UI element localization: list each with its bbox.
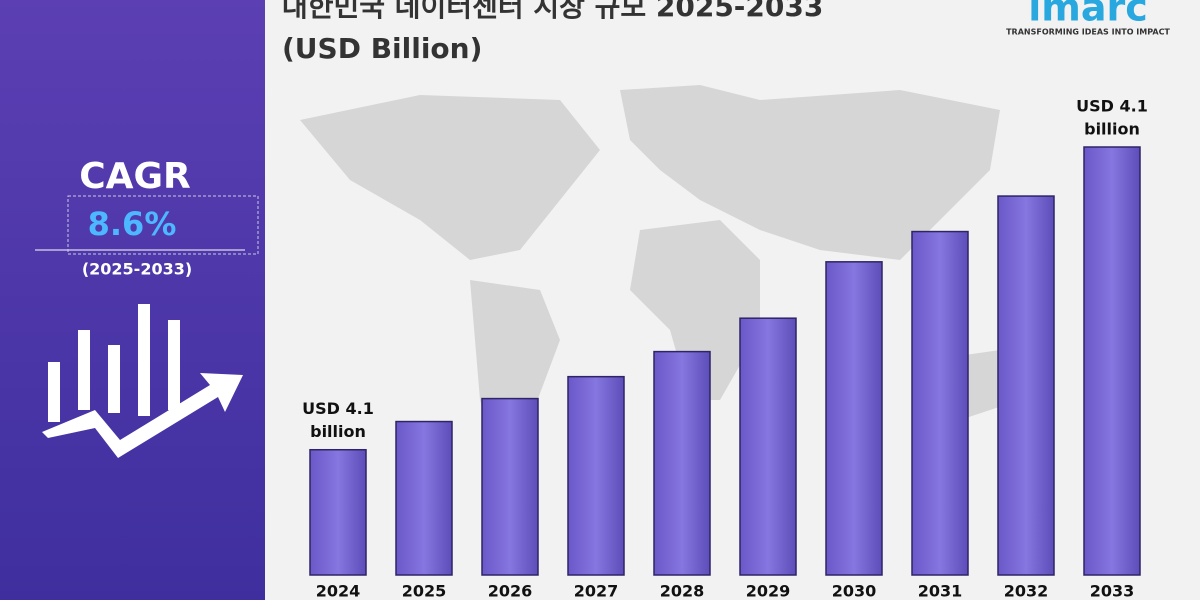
x-tick-label: 2026 [488, 582, 533, 601]
annotation: billion [1084, 120, 1140, 139]
chart-subtitle: (USD Billion) [282, 32, 482, 65]
bar [481, 397, 539, 576]
growth-icon [42, 304, 243, 458]
brand-tagline: TRANSFORMING IDEAS INTO IMPACT [1006, 28, 1170, 37]
bar [911, 230, 969, 576]
x-tick-label: 2033 [1090, 582, 1135, 601]
annotation: billion [310, 422, 366, 441]
x-tick-label: 2030 [832, 582, 877, 601]
selection-box [67, 195, 259, 255]
cagr-period: (2025-2033) [82, 260, 192, 279]
bar [825, 261, 883, 576]
side-panel [0, 0, 265, 600]
brand-logo: imarc [1028, 0, 1148, 30]
bar [309, 448, 367, 576]
x-tick-label: 2032 [1004, 582, 1049, 601]
bar [1083, 146, 1141, 576]
bar [567, 375, 625, 576]
bar [997, 195, 1055, 576]
cagr-label: CAGR [79, 156, 191, 197]
chart-title: 대한민국 데이터센터 시장 규모 2025-2033 [282, 0, 823, 23]
bar [739, 317, 797, 576]
x-tick-label: 2029 [746, 582, 791, 601]
annotation: USD 4.1 [302, 399, 374, 418]
x-tick-label: 2031 [918, 582, 963, 601]
annotation: USD 4.1 [1076, 97, 1148, 116]
x-tick-label: 2025 [402, 582, 447, 601]
x-tick-label: 2024 [316, 582, 361, 601]
cagr-value: 8.6% [88, 205, 177, 243]
x-tick-label: 2027 [574, 582, 619, 601]
x-tick-label: 2028 [660, 582, 705, 601]
bar [653, 350, 711, 576]
bar [395, 420, 453, 576]
